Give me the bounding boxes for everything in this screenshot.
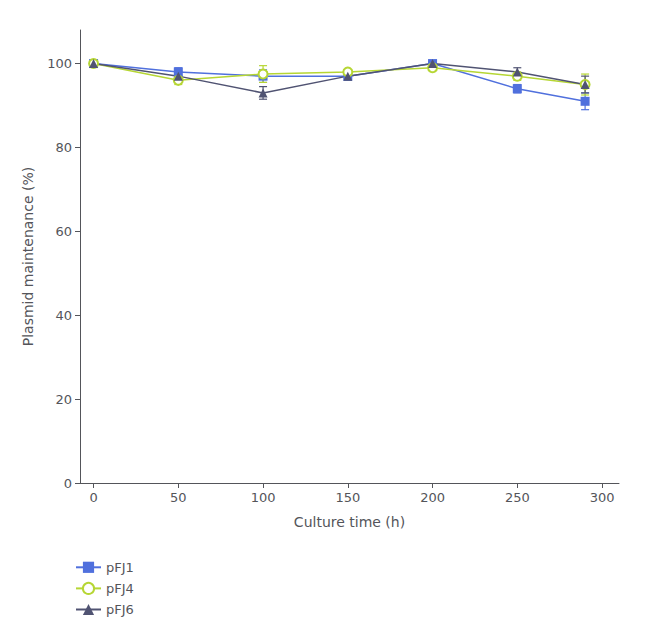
svg-text:0: 0 (89, 490, 97, 505)
svg-text:pFJ1: pFJ1 (106, 560, 134, 575)
svg-text:40: 40 (55, 308, 72, 323)
svg-text:100: 100 (47, 56, 72, 71)
svg-text:100: 100 (251, 490, 276, 505)
svg-text:20: 20 (55, 392, 72, 407)
svg-text:250: 250 (505, 490, 530, 505)
svg-text:80: 80 (55, 140, 72, 155)
svg-text:60: 60 (55, 224, 72, 239)
svg-text:Plasmid maintenance (%): Plasmid maintenance (%) (20, 167, 36, 346)
svg-text:50: 50 (170, 490, 187, 505)
svg-text:150: 150 (335, 490, 360, 505)
svg-text:Culture time (h): Culture time (h) (294, 514, 405, 530)
svg-text:300: 300 (590, 490, 615, 505)
svg-text:0: 0 (64, 476, 72, 491)
svg-text:pFJ4: pFJ4 (106, 581, 134, 596)
svg-text:200: 200 (420, 490, 445, 505)
svg-text:pFJ6: pFJ6 (106, 602, 134, 617)
